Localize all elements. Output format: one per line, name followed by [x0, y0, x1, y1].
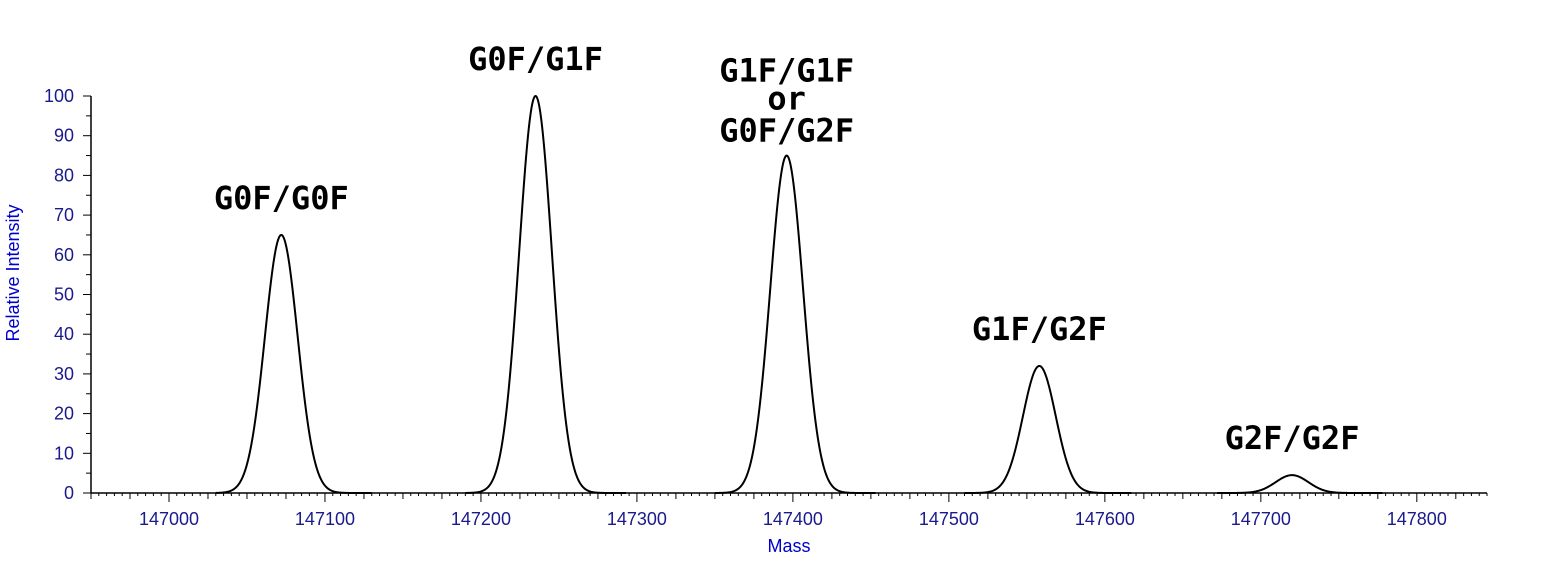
tick-labels: 0 10 20 30 40 50 60 70 80 90 100 147000 147100 147200…	[44, 86, 1447, 529]
y-tick-label: 60	[54, 245, 74, 265]
peak-1-label: G0F/G0F	[214, 179, 349, 217]
y-tick-label: 80	[54, 165, 74, 185]
peak-3-curve	[714, 154, 876, 494]
y-tick-label: 10	[54, 443, 74, 463]
y-tick-label: 70	[54, 205, 74, 225]
y-axis-title: Relative Intensity	[3, 204, 23, 341]
x-tick-label: 147000	[139, 509, 199, 529]
peak-3-label-line-3: G0F/G2F	[719, 112, 854, 150]
peak-5-curve	[1217, 474, 1383, 494]
x-tick-label: 147700	[1231, 509, 1291, 529]
peak-2-curve	[465, 95, 626, 494]
peak-1-curve	[215, 233, 372, 494]
peak-5-label: G2F/G2F	[1225, 419, 1360, 457]
peak-4-label: G1F/G2F	[972, 310, 1107, 348]
x-tick-label: 147600	[1075, 509, 1135, 529]
y-tick-label: 40	[54, 324, 74, 344]
y-tick-label: 0	[64, 483, 74, 503]
y-tick-label: 100	[44, 86, 74, 106]
x-tick-label: 147200	[451, 509, 511, 529]
peak-2-label: G0F/G1F	[468, 40, 603, 78]
x-tick-label: 147400	[763, 509, 823, 529]
x-tick-label: 147100	[295, 509, 355, 529]
x-axis-title: Mass	[767, 536, 810, 556]
peak-3-label-line-1: G1F/G1F	[719, 52, 854, 90]
x-tick-label: 147300	[607, 509, 667, 529]
y-tick-label: 90	[54, 126, 74, 146]
x-tick-label: 147500	[919, 509, 979, 529]
x-tick-label: 147800	[1387, 509, 1447, 529]
spectrum-series	[215, 95, 1383, 494]
y-tick-label: 20	[54, 404, 74, 424]
peak-3-label-line-2: or	[767, 80, 806, 118]
peak-4-curve	[964, 364, 1132, 494]
y-tick-label: 50	[54, 285, 74, 305]
y-tick-label: 30	[54, 364, 74, 384]
